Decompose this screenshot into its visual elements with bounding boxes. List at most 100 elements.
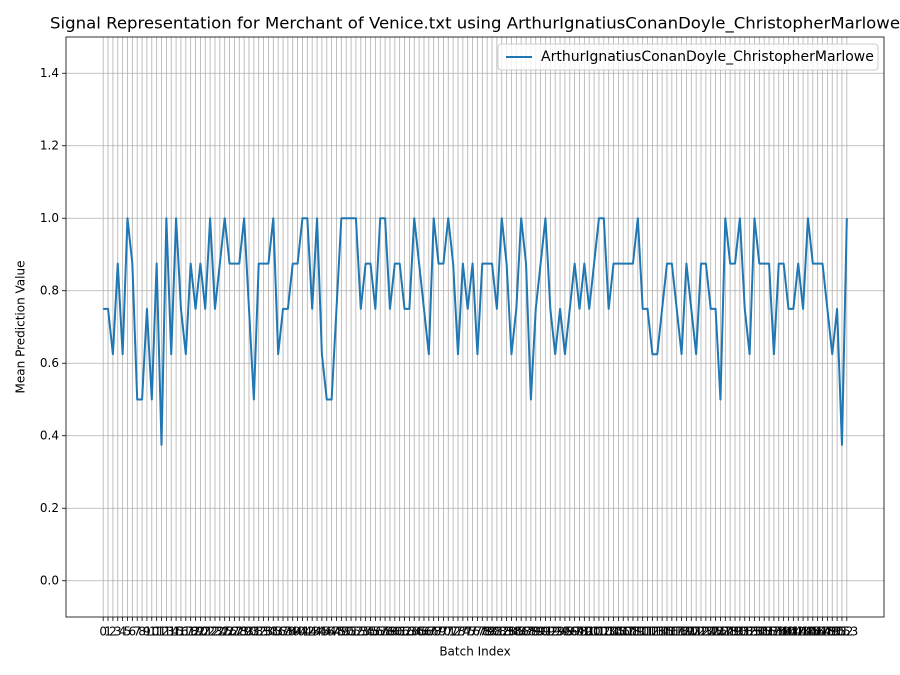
x-tick-label: 34 — [261, 625, 276, 639]
x-tick-label: 13 — [159, 625, 174, 639]
x-tick-label: 25 — [217, 625, 232, 639]
x-tick-label: 152 — [831, 625, 854, 639]
x-tick-label: 108 — [617, 625, 640, 639]
x-tick-label: 113 — [641, 625, 664, 639]
y-tick-label: 0.2 — [40, 501, 59, 515]
x-tick-label: 98 — [572, 625, 587, 639]
x-tick-label: 59 — [382, 625, 397, 639]
x-tick-label: 112 — [636, 625, 659, 639]
x-tick-label: 139 — [767, 625, 790, 639]
x-tick-label: 96 — [562, 625, 577, 639]
chart-title: Signal Representation for Merchant of Ve… — [50, 14, 900, 34]
x-tick-label: 63 — [402, 625, 417, 639]
x-tick-label: 125 — [699, 625, 722, 639]
y-tick-label: 0.0 — [40, 573, 59, 587]
y-tick-label: 0.4 — [40, 428, 59, 442]
x-tick-label: 88 — [523, 625, 538, 639]
x-tick-label: 44 — [309, 625, 324, 639]
x-tick-label: 6 — [129, 625, 137, 639]
x-tick-label: 117 — [660, 625, 683, 639]
x-tick-label: 68 — [426, 625, 441, 639]
x-tick-label: 19 — [188, 625, 203, 639]
x-tick-label: 101 — [583, 625, 606, 639]
x-tick-label: 109 — [622, 625, 645, 639]
x-tick-label: 0 — [99, 625, 107, 639]
x-tick-label: 57 — [373, 625, 388, 639]
x-tick-label: 148 — [811, 625, 834, 639]
x-tick-label: 65 — [411, 625, 426, 639]
x-tick-label: 15 — [168, 625, 183, 639]
x-tick-label: 42 — [300, 625, 315, 639]
x-tick-label: 40 — [290, 625, 305, 639]
plot-frame — [65, 36, 885, 618]
x-tick-label: 62 — [397, 625, 412, 639]
x-tick-label: 120 — [675, 625, 698, 639]
x-tick-label: 48 — [329, 625, 344, 639]
legend-box — [497, 43, 879, 71]
y-tick-label: 1.0 — [40, 211, 59, 225]
x-tick-label: 89 — [528, 625, 543, 639]
x-tick-label: 92 — [543, 625, 558, 639]
legend: ArthurIgnatiusConanDoyle_ChristopherMarl… — [497, 43, 879, 71]
x-tick-label: 147 — [806, 625, 829, 639]
x-tick-label: 66 — [416, 625, 431, 639]
x-tick-label: 132 — [733, 625, 756, 639]
x-tick-label: 137 — [758, 625, 781, 639]
x-tick-label: 100 — [578, 625, 601, 639]
x-tick-label: 9 — [143, 625, 151, 639]
y-tick-label: 0.6 — [40, 356, 59, 370]
x-tick-label: 145 — [796, 625, 819, 639]
x-tick-label: 83 — [499, 625, 514, 639]
x-tick-label: 75 — [460, 625, 475, 639]
x-tick-label: 31 — [246, 625, 261, 639]
x-tick-label: 11 — [149, 625, 164, 639]
x-tick-label: 121 — [680, 625, 703, 639]
x-tick-label: 14 — [164, 625, 179, 639]
x-tick-label: 76 — [465, 625, 480, 639]
x-axis-label: Batch Index — [439, 645, 510, 659]
x-tick-label: 1 — [104, 625, 112, 639]
x-tick-label: 131 — [728, 625, 751, 639]
y-tick-label: 1.2 — [40, 138, 59, 152]
x-tick-label: 74 — [455, 625, 470, 639]
x-tick-label: 27 — [227, 625, 242, 639]
x-tick-label: 103 — [592, 625, 615, 639]
x-tick-label: 53 — [353, 625, 368, 639]
x-tick-label: 47 — [324, 625, 339, 639]
x-tick-label: 78 — [475, 625, 490, 639]
x-tick-label: 43 — [305, 625, 320, 639]
x-tick-label: 119 — [670, 625, 693, 639]
x-tick-label: 39 — [285, 625, 300, 639]
x-tick-label: 134 — [743, 625, 766, 639]
x-tick-label: 69 — [431, 625, 446, 639]
x-tick-label: 51 — [343, 625, 358, 639]
x-tick-label: 10 — [144, 625, 159, 639]
x-tick-label: 22 — [202, 625, 217, 639]
x-tick-label: 122 — [685, 625, 708, 639]
x-tick-label: 97 — [567, 625, 582, 639]
x-tick-label: 95 — [557, 625, 572, 639]
x-tick-label: 124 — [694, 625, 717, 639]
x-tick-label: 35 — [266, 625, 281, 639]
x-tick-label: 41 — [295, 625, 310, 639]
y-axis-label: Mean Prediction Value — [14, 261, 28, 394]
x-tick-label: 61 — [392, 625, 407, 639]
x-tick-label: 84 — [504, 625, 519, 639]
x-tick-label: 127 — [709, 625, 732, 639]
x-tick-label: 91 — [538, 625, 553, 639]
x-tick-label: 54 — [358, 625, 373, 639]
x-tick-label: 8 — [138, 625, 146, 639]
x-tick-label: 18 — [183, 625, 198, 639]
x-tick-label: 151 — [826, 625, 849, 639]
x-tick-label: 142 — [782, 625, 805, 639]
x-tick-label: 111 — [631, 625, 654, 639]
x-tick-label: 102 — [587, 625, 610, 639]
x-tick-label: 115 — [651, 625, 674, 639]
x-tick-label: 21 — [198, 625, 213, 639]
x-tick-label: 143 — [787, 625, 810, 639]
x-tick-label: 3 — [114, 625, 122, 639]
x-tick-label: 106 — [607, 625, 630, 639]
x-tick-label: 79 — [480, 625, 495, 639]
